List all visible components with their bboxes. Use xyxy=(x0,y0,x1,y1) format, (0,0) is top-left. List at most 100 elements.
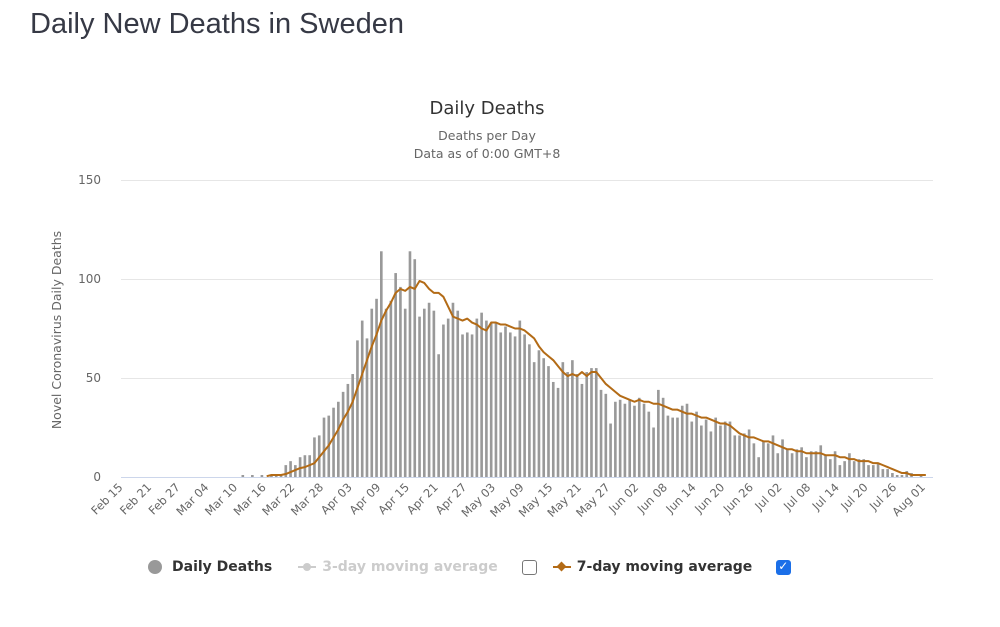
bar[interactable] xyxy=(461,334,464,477)
bar[interactable] xyxy=(289,461,292,477)
bar[interactable] xyxy=(747,429,751,477)
bar[interactable] xyxy=(408,251,412,477)
bar[interactable] xyxy=(881,469,885,477)
bar[interactable] xyxy=(838,465,842,477)
bar[interactable] xyxy=(895,475,899,477)
bar[interactable] xyxy=(714,417,717,477)
bar[interactable] xyxy=(380,251,383,477)
bar[interactable] xyxy=(781,439,784,477)
bar[interactable] xyxy=(356,340,359,477)
bar[interactable] xyxy=(843,461,846,477)
bar[interactable] xyxy=(652,427,655,478)
bar[interactable] xyxy=(499,332,503,477)
bar[interactable] xyxy=(518,320,522,477)
bar[interactable] xyxy=(480,312,483,477)
bar[interactable] xyxy=(671,417,674,477)
bar[interactable] xyxy=(700,425,703,477)
bar[interactable] xyxy=(805,457,808,477)
bar[interactable] xyxy=(442,324,445,477)
bar[interactable] xyxy=(566,372,569,477)
bar[interactable] xyxy=(857,459,861,477)
bar[interactable] xyxy=(704,419,708,477)
checkbox-7-day-average[interactable] xyxy=(776,559,792,575)
bar[interactable] xyxy=(891,473,894,477)
bar[interactable] xyxy=(422,308,426,477)
bar[interactable] xyxy=(485,320,488,477)
bar[interactable] xyxy=(494,322,498,477)
bar[interactable] xyxy=(867,465,870,477)
legend-item-daily-deaths[interactable]: Daily Deaths xyxy=(148,559,272,575)
bar[interactable] xyxy=(528,344,531,477)
bar[interactable] xyxy=(394,273,397,477)
bar[interactable] xyxy=(886,469,889,477)
line-7-day-average[interactable] xyxy=(266,279,926,478)
bar[interactable] xyxy=(351,374,354,477)
bar[interactable] xyxy=(628,399,632,477)
bar[interactable] xyxy=(604,393,608,477)
legend-item-7-day-average[interactable]: 7-day moving average xyxy=(552,559,752,575)
bar[interactable] xyxy=(370,308,374,477)
bar[interactable] xyxy=(871,465,875,477)
bar[interactable] xyxy=(475,318,479,477)
bar[interactable] xyxy=(594,368,598,477)
bar[interactable] xyxy=(790,453,794,477)
bar[interactable] xyxy=(623,403,627,477)
bar[interactable] xyxy=(590,368,593,477)
bar[interactable] xyxy=(418,316,421,477)
bar[interactable] xyxy=(346,383,350,477)
bar[interactable] xyxy=(437,354,440,477)
bar[interactable] xyxy=(642,403,646,477)
bar[interactable] xyxy=(251,475,254,477)
bar[interactable] xyxy=(260,475,264,477)
bar[interactable] xyxy=(743,433,746,477)
bar[interactable] xyxy=(828,459,832,477)
bar[interactable] xyxy=(427,302,431,477)
bar[interactable] xyxy=(551,381,555,477)
bar[interactable] xyxy=(637,397,641,477)
legend-item-3-day-average[interactable]: 3-day moving average xyxy=(298,559,498,575)
bar[interactable] xyxy=(341,391,345,477)
bar[interactable] xyxy=(728,421,732,477)
bar[interactable] xyxy=(676,417,679,477)
bar[interactable] xyxy=(389,300,393,477)
bar[interactable] xyxy=(571,360,574,477)
bar[interactable] xyxy=(695,411,698,477)
bar[interactable] xyxy=(413,259,417,477)
bar[interactable] xyxy=(375,298,378,477)
bar[interactable] xyxy=(399,286,402,477)
bar[interactable] xyxy=(313,437,316,477)
bar[interactable] xyxy=(776,453,780,477)
bar[interactable] xyxy=(852,461,856,477)
bar[interactable] xyxy=(752,443,756,477)
bar[interactable] xyxy=(709,431,713,477)
bar[interactable] xyxy=(800,447,803,477)
bar[interactable] xyxy=(733,435,737,477)
bar[interactable] xyxy=(762,441,765,477)
bar[interactable] xyxy=(451,302,455,477)
bar[interactable] xyxy=(719,425,722,477)
bar[interactable] xyxy=(542,358,546,477)
bar[interactable] xyxy=(685,403,689,477)
bar[interactable] xyxy=(456,310,460,477)
bar[interactable] xyxy=(365,338,369,477)
bar[interactable] xyxy=(680,405,684,477)
bar[interactable] xyxy=(824,455,827,477)
bar[interactable] xyxy=(786,449,789,477)
bar[interactable] xyxy=(814,451,818,477)
bar[interactable] xyxy=(537,350,541,477)
bar[interactable] xyxy=(360,320,364,477)
bar[interactable] xyxy=(465,332,469,477)
bar[interactable] xyxy=(690,421,694,477)
bar[interactable] xyxy=(575,374,579,477)
bar[interactable] xyxy=(332,407,335,477)
bar[interactable] xyxy=(585,372,589,477)
bar[interactable] xyxy=(666,415,670,477)
bar[interactable] xyxy=(284,465,288,477)
bar[interactable] xyxy=(819,445,823,477)
bar[interactable] xyxy=(489,322,493,477)
bar[interactable] xyxy=(432,310,436,477)
bar[interactable] xyxy=(599,389,603,477)
bar[interactable] xyxy=(862,459,866,477)
bar[interactable] xyxy=(322,417,326,477)
bar[interactable] xyxy=(661,397,665,477)
